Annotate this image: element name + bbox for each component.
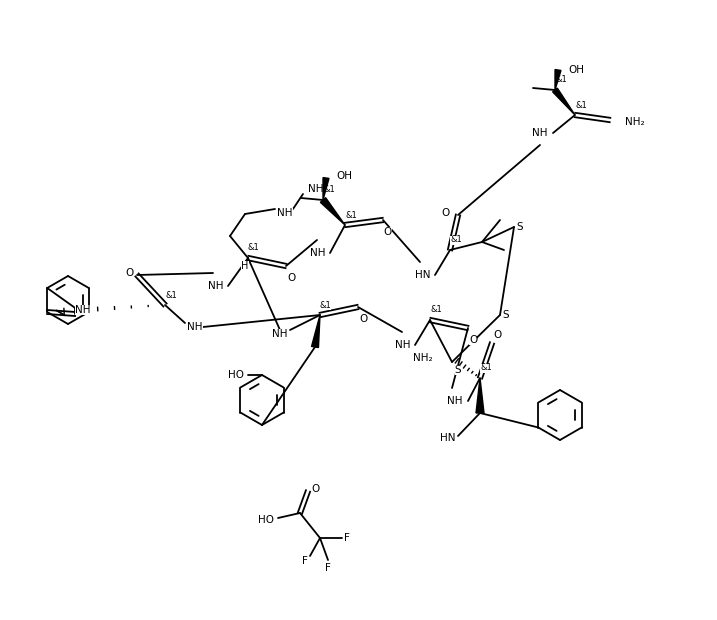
Text: NH: NH	[532, 128, 548, 138]
Polygon shape	[553, 88, 575, 115]
Text: F: F	[344, 533, 350, 543]
Text: F: F	[325, 563, 331, 573]
Text: NH: NH	[272, 329, 288, 339]
Text: &1: &1	[555, 76, 567, 84]
Text: &1: &1	[450, 236, 462, 244]
Text: &1: &1	[323, 185, 335, 195]
Text: NH₂: NH₂	[308, 184, 328, 194]
Text: HO: HO	[228, 370, 244, 380]
Text: O: O	[442, 208, 450, 218]
Text: NH: NH	[395, 340, 411, 350]
Text: F: F	[302, 556, 308, 566]
Text: O: O	[469, 335, 477, 345]
Text: NH: NH	[208, 281, 224, 291]
Text: O: O	[287, 273, 295, 283]
Polygon shape	[320, 198, 345, 225]
Text: OH: OH	[568, 65, 584, 75]
Text: NH₂: NH₂	[625, 117, 645, 127]
Text: &1: &1	[480, 363, 492, 373]
Text: &1: &1	[430, 306, 442, 314]
Text: NH₂: NH₂	[414, 353, 433, 363]
Text: &1: &1	[319, 301, 331, 309]
Text: NH: NH	[277, 208, 293, 218]
Text: OH: OH	[336, 171, 352, 181]
Text: NH: NH	[187, 322, 203, 332]
Text: S: S	[517, 222, 523, 232]
Text: O: O	[384, 227, 392, 237]
Text: HN: HN	[440, 433, 456, 443]
Text: HN: HN	[415, 270, 431, 280]
Text: O: O	[125, 268, 133, 278]
Text: S: S	[455, 365, 461, 375]
Polygon shape	[312, 315, 320, 348]
Text: O: O	[359, 314, 367, 324]
Polygon shape	[555, 69, 561, 90]
Text: HO: HO	[258, 515, 274, 525]
Text: &1: &1	[345, 211, 357, 219]
Text: S: S	[503, 310, 509, 320]
Text: NH: NH	[75, 305, 91, 315]
Text: O: O	[493, 330, 501, 340]
Text: NH: NH	[310, 248, 326, 258]
Text: H: H	[242, 261, 249, 271]
Polygon shape	[476, 378, 484, 413]
Text: O: O	[312, 484, 320, 494]
Polygon shape	[323, 177, 329, 200]
Text: NH: NH	[447, 396, 462, 406]
Text: &1: &1	[247, 244, 259, 252]
Text: &1: &1	[575, 100, 587, 110]
Text: &1: &1	[165, 291, 177, 299]
